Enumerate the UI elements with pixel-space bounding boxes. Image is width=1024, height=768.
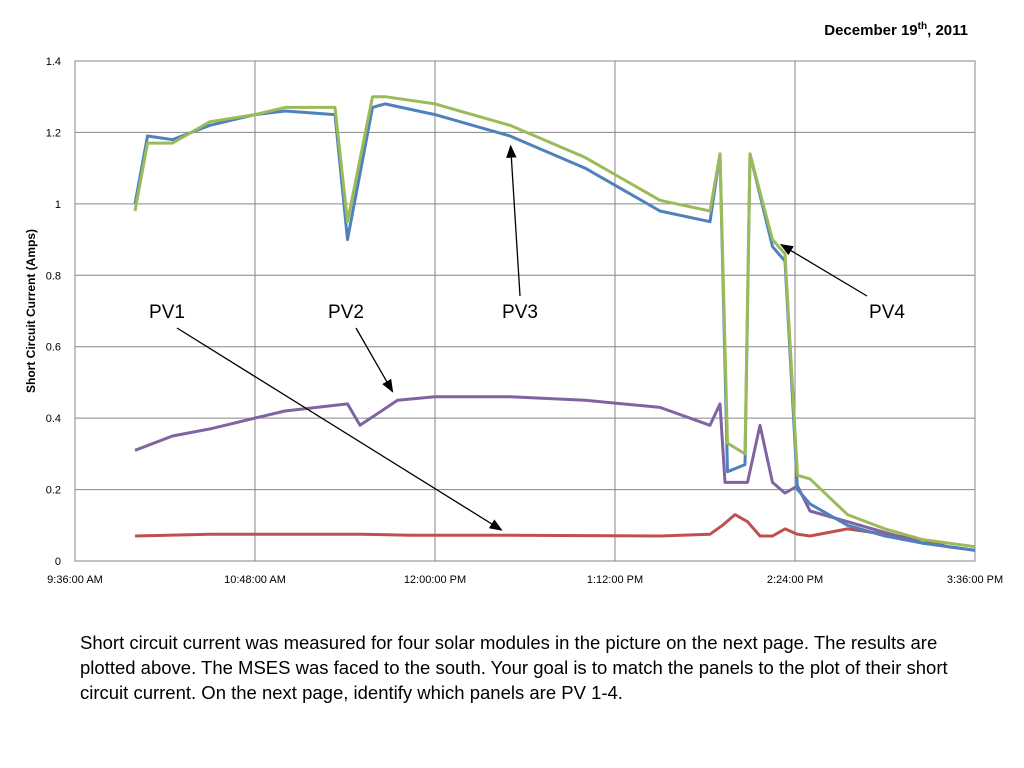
series-group <box>133 95 976 552</box>
x-tick-labels: 9:36:00 AM 10:48:00 AM 12:00:00 PM 1:12:00 … <box>47 574 1003 586</box>
y-tick-label: 0.4 <box>46 413 61 425</box>
x-tick-label: 3:36:00 PM <box>947 574 1003 586</box>
y-tick-label: 0 <box>55 556 61 568</box>
series-line-pv1 <box>134 513 976 552</box>
annotation-arrow-pv3 <box>506 144 521 297</box>
annotation-pv2: PV2 <box>328 302 364 323</box>
y-axis-label: Short Circuit Current (Amps) <box>24 229 38 393</box>
y-tick-label: 1.2 <box>46 127 61 139</box>
series-line-pv2 <box>134 395 976 552</box>
x-tick-label: 12:00:00 PM <box>404 574 466 586</box>
caption-text: Short circuit current was measured for f… <box>80 632 948 703</box>
y-tick-label: 0.2 <box>46 485 61 497</box>
date-text: December 19 <box>824 22 918 39</box>
y-tick-label: 0.6 <box>46 342 61 354</box>
y-tick-labels: 0 0.2 0.4 0.6 0.8 1 1.2 1.4 <box>46 56 61 568</box>
annotation-pv3: PV3 <box>502 302 538 323</box>
date-year: , 2011 <box>927 22 968 39</box>
x-tick-label: 10:48:00 AM <box>224 574 286 586</box>
short-circuit-current-chart: 0 0.2 0.4 0.6 0.8 1 1.2 1.4 9:36:00 AM 10:48:00 … <box>24 56 1003 586</box>
x-tick-label: 2:24:00 PM <box>767 574 823 586</box>
series-line-pv3 <box>133 102 976 552</box>
annotation-arrow-pv1 <box>176 327 503 531</box>
annotations: PV1 PV2 PV3 PV4 <box>149 144 905 531</box>
y-tick-label: 0.8 <box>46 270 61 282</box>
y-tick-label: 1 <box>55 199 61 211</box>
x-tick-label: 9:36:00 AM <box>47 574 103 586</box>
date-sup: th <box>917 21 928 32</box>
annotation-arrow-pv2 <box>355 327 394 393</box>
annotation-pv4: PV4 <box>869 302 905 323</box>
annotation-arrow-pv4 <box>779 244 868 297</box>
series-line-pv4 <box>133 95 976 549</box>
plot-area-border <box>74 60 976 562</box>
annotation-pv1: PV1 <box>149 302 185 323</box>
x-tick-label: 1:12:00 PM <box>587 574 643 586</box>
y-tick-label: 1.4 <box>46 56 61 68</box>
date-label: December 19th, 2011 <box>824 21 968 39</box>
